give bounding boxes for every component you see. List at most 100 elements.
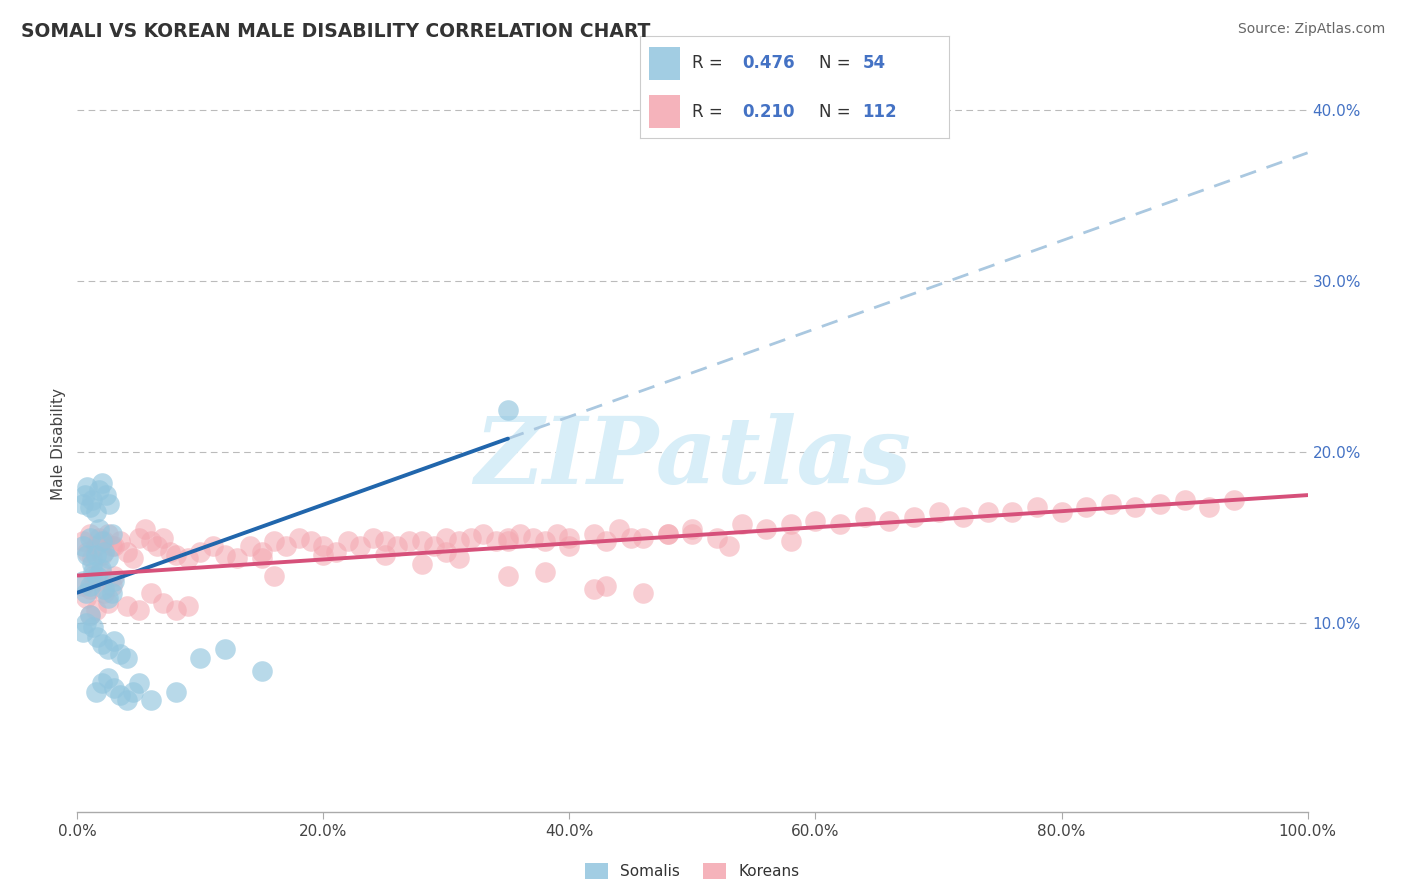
- Point: [72, 579, 94, 593]
- Point: [374, 548, 396, 562]
- Point: [188, 544, 212, 558]
- Point: [90, 476, 114, 491]
- Point: [830, 517, 852, 532]
- Point: [73, 488, 96, 502]
- Point: [177, 551, 200, 566]
- Point: [633, 585, 655, 599]
- Point: [103, 568, 125, 582]
- Point: [84, 548, 107, 562]
- Point: [93, 544, 115, 558]
- Point: [84, 603, 107, 617]
- Point: [115, 599, 138, 614]
- Point: [103, 633, 125, 648]
- Point: [72, 540, 94, 554]
- Point: [94, 488, 117, 502]
- Point: [250, 551, 273, 566]
- Point: [853, 510, 876, 524]
- Point: [90, 565, 112, 579]
- Point: [509, 527, 531, 541]
- Point: [177, 599, 200, 614]
- Point: [84, 540, 107, 554]
- Point: [755, 522, 778, 536]
- Point: [115, 650, 138, 665]
- Point: [79, 500, 101, 514]
- Point: [731, 517, 754, 532]
- Point: [436, 544, 458, 558]
- Text: 0.210: 0.210: [742, 103, 794, 120]
- Point: [226, 551, 249, 566]
- Point: [657, 527, 679, 541]
- Point: [411, 557, 433, 571]
- Point: [76, 479, 98, 493]
- Point: [682, 522, 704, 536]
- Point: [325, 544, 347, 558]
- Point: [472, 527, 495, 541]
- Point: [115, 544, 138, 558]
- Point: [152, 531, 174, 545]
- Point: [485, 534, 508, 549]
- Point: [115, 693, 138, 707]
- Point: [250, 544, 273, 558]
- Point: [214, 548, 236, 562]
- Point: [952, 510, 974, 524]
- Point: [337, 534, 360, 549]
- Point: [97, 596, 120, 610]
- Point: [165, 603, 187, 617]
- Point: [79, 527, 101, 541]
- Point: [496, 534, 519, 549]
- Point: [595, 534, 617, 549]
- Point: [93, 585, 115, 599]
- Point: [558, 540, 581, 554]
- Point: [90, 562, 112, 576]
- Point: [423, 540, 446, 554]
- Point: [93, 582, 115, 597]
- Point: [103, 574, 125, 588]
- Point: [633, 531, 655, 545]
- Point: [312, 540, 335, 554]
- Point: [299, 534, 322, 549]
- Point: [447, 534, 470, 549]
- Point: [546, 527, 568, 541]
- Point: [146, 540, 169, 554]
- Point: [201, 540, 224, 554]
- Point: [398, 534, 420, 549]
- Point: [103, 681, 125, 696]
- Point: [79, 579, 101, 593]
- Point: [101, 585, 124, 599]
- Point: [90, 548, 114, 562]
- Point: [121, 551, 143, 566]
- Point: [86, 630, 108, 644]
- Text: 0.476: 0.476: [742, 54, 794, 72]
- Text: 54: 54: [862, 54, 886, 72]
- Point: [86, 568, 108, 582]
- Point: [436, 531, 458, 545]
- Point: [82, 568, 104, 582]
- Point: [72, 625, 94, 640]
- Point: [128, 676, 150, 690]
- Point: [1149, 497, 1171, 511]
- Point: [1174, 493, 1197, 508]
- Point: [496, 402, 519, 417]
- Point: [583, 582, 606, 597]
- Point: [128, 531, 150, 545]
- Point: [558, 531, 581, 545]
- Point: [84, 505, 107, 519]
- Point: [89, 483, 111, 497]
- Text: SOMALI VS KOREAN MALE DISABILITY CORRELATION CHART: SOMALI VS KOREAN MALE DISABILITY CORRELA…: [21, 22, 651, 41]
- Point: [263, 534, 285, 549]
- Point: [411, 534, 433, 549]
- Bar: [650, 95, 681, 128]
- Point: [79, 582, 101, 597]
- Point: [82, 557, 104, 571]
- Text: N =: N =: [820, 103, 856, 120]
- Point: [141, 534, 163, 549]
- Point: [97, 642, 120, 657]
- Point: [374, 534, 396, 549]
- Point: [82, 493, 104, 508]
- Point: [72, 574, 94, 588]
- Point: [583, 527, 606, 541]
- Point: [657, 527, 679, 541]
- Point: [165, 685, 187, 699]
- Point: [110, 689, 132, 703]
- Text: N =: N =: [820, 54, 856, 72]
